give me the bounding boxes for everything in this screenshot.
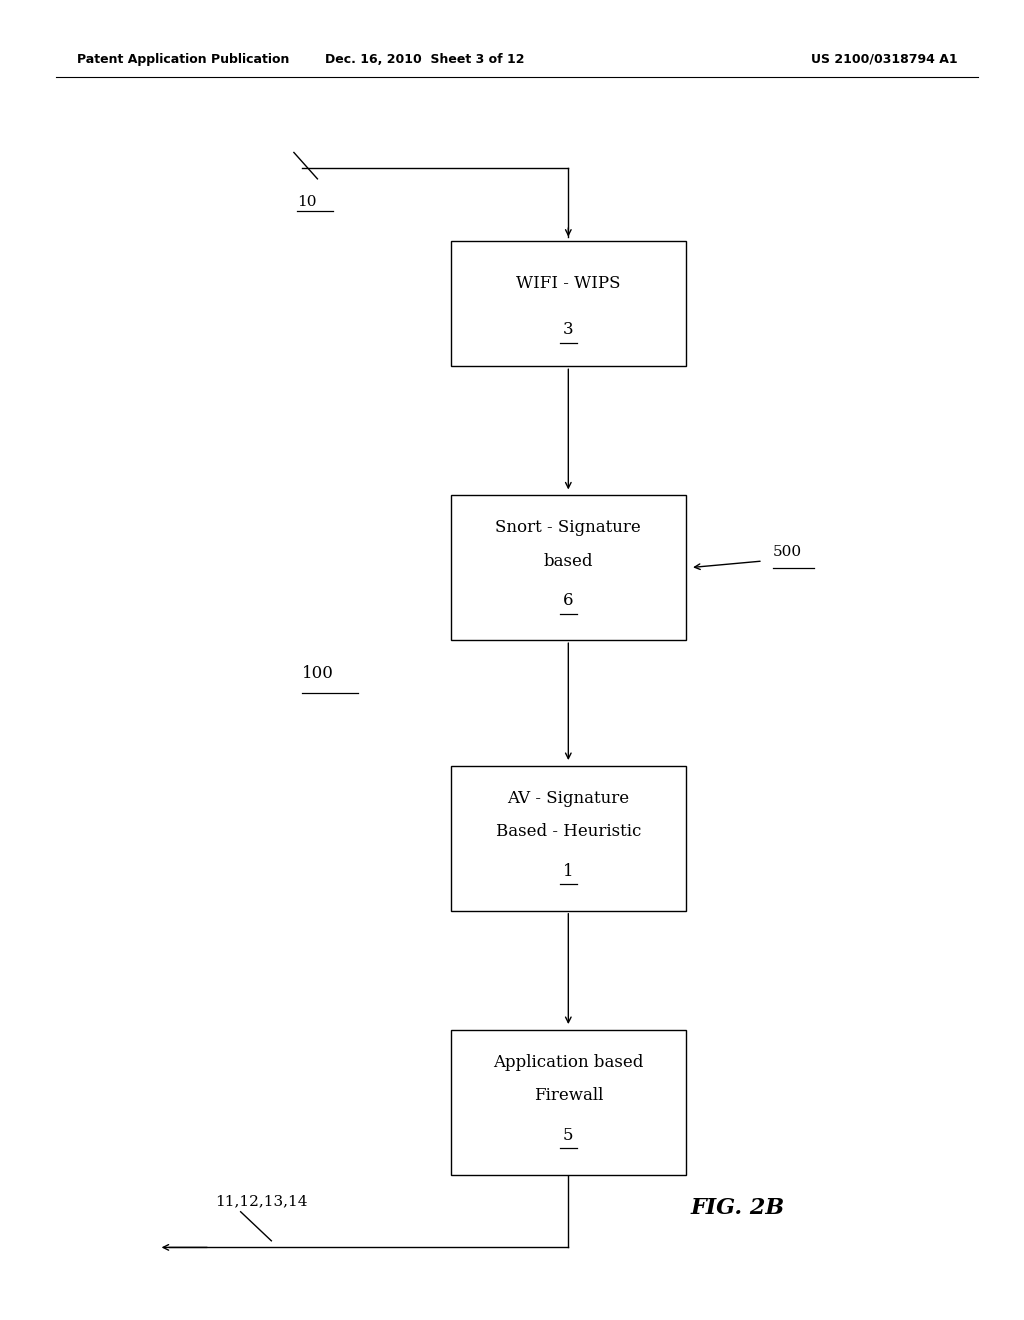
Text: 6: 6: [563, 593, 573, 609]
Text: US 2100/0318794 A1: US 2100/0318794 A1: [811, 53, 957, 66]
Text: 10: 10: [297, 195, 316, 209]
Text: Patent Application Publication: Patent Application Publication: [77, 53, 289, 66]
Text: Dec. 16, 2010  Sheet 3 of 12: Dec. 16, 2010 Sheet 3 of 12: [326, 53, 524, 66]
Bar: [451, 242, 686, 366]
Bar: [451, 766, 686, 911]
Text: WIFI - WIPS: WIFI - WIPS: [516, 276, 621, 292]
Text: 1: 1: [563, 863, 573, 879]
Bar: [451, 1030, 686, 1175]
Text: 100: 100: [302, 665, 334, 681]
Text: 5: 5: [563, 1127, 573, 1143]
Text: Application based: Application based: [494, 1055, 643, 1071]
Text: 500: 500: [773, 545, 802, 558]
Text: AV - Signature: AV - Signature: [507, 791, 630, 807]
Text: 3: 3: [563, 322, 573, 338]
Text: Snort - Signature: Snort - Signature: [496, 520, 641, 536]
Text: based: based: [544, 553, 593, 569]
Text: Based - Heuristic: Based - Heuristic: [496, 824, 641, 840]
Bar: [451, 495, 686, 640]
Text: 11,12,13,14: 11,12,13,14: [215, 1193, 307, 1208]
Text: Firewall: Firewall: [534, 1088, 603, 1104]
Text: FIG. 2B: FIG. 2B: [690, 1197, 784, 1218]
